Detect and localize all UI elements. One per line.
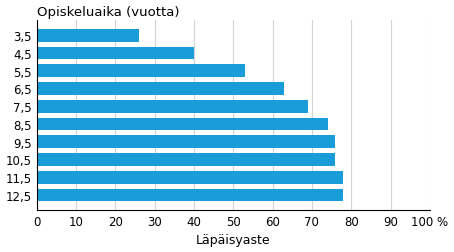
- Bar: [36, 189, 343, 202]
- Bar: [36, 65, 245, 78]
- Text: Opiskeluaika (vuotta): Opiskeluaika (vuotta): [36, 6, 179, 18]
- Bar: [36, 153, 336, 166]
- Bar: [36, 30, 139, 42]
- Bar: [36, 171, 343, 184]
- Bar: [36, 100, 308, 113]
- Bar: [36, 47, 194, 60]
- Bar: [36, 136, 336, 148]
- Bar: [36, 118, 328, 131]
- Bar: [36, 83, 284, 96]
- X-axis label: Läpäisyaste: Läpäisyaste: [196, 234, 271, 246]
